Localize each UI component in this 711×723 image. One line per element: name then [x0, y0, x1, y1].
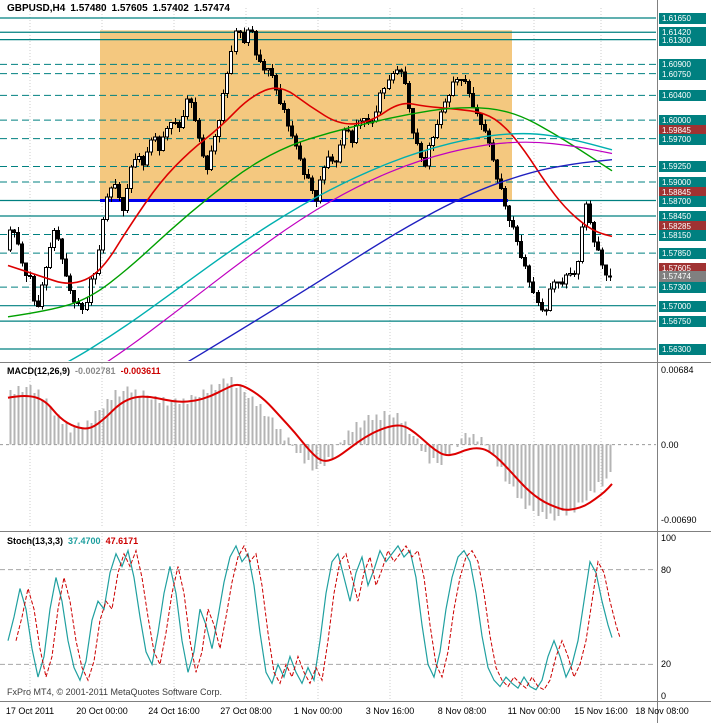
stoch-label: Stoch(13,3,3) 37.4700 47.6171: [7, 536, 143, 546]
main-price-panel: [0, 17, 656, 361]
watermark: FxPro MT4, © 2001-2011 MetaQuotes Softwa…: [7, 687, 223, 697]
time-axis-label: 3 Nov 16:00: [365, 706, 415, 716]
ma-slow-teal: [68, 132, 613, 361]
time-axis-label: 11 Nov 00:00: [507, 706, 561, 716]
macd-histogram: [9, 377, 612, 521]
price-level-tag: 1.60750: [659, 68, 706, 80]
stoch-signal-value: 47.6171: [105, 536, 139, 546]
price-level-tag: 1.56750: [659, 316, 706, 328]
stoch-name: Stoch(13,3,3): [7, 536, 64, 546]
price-level-tag: 1.61300: [659, 34, 706, 46]
price-level-tag: 1.57000: [659, 300, 706, 312]
macd-panel: [0, 377, 656, 521]
price-level-tag: 1.59700: [659, 133, 706, 145]
time-axis-label: 1 Nov 00:00: [293, 706, 343, 716]
price-level-tag: 1.59845: [659, 124, 706, 136]
stoch-axis-label: 20: [661, 659, 672, 670]
ma-long-blue: [187, 158, 613, 361]
price-level-tag: 1.58700: [659, 195, 706, 207]
grid-lines: [29, 8, 602, 700]
ma-slow-magenta: [107, 141, 613, 361]
price-level-tag: 1.60000: [659, 115, 706, 127]
price-level-tag: 1.61650: [659, 13, 706, 24]
price-level-tag: 1.61420: [659, 27, 706, 39]
stoch-signal-line: [15, 544, 621, 691]
price-level-tag: 1.60400: [659, 90, 706, 102]
macd-label: MACD(12,26,9) -0.002781 -0.003611: [7, 366, 166, 376]
time-axis-label: 8 Nov 08:00: [437, 706, 487, 716]
macd-name: MACD(12,26,9): [7, 366, 71, 376]
price-level-tag: 1.58845: [659, 186, 706, 198]
stoch-axis-label: 80: [661, 564, 672, 575]
symbol-period: GBPUSD,H4: [7, 3, 66, 14]
macd-axis-label: -0.00690: [661, 515, 697, 525]
bar-close: 1.57474: [193, 3, 230, 14]
stochastic-panel: [0, 544, 656, 691]
macd-signal-value: -0.003611: [120, 366, 161, 376]
candles: [8, 26, 612, 316]
time-axis-label: 15 Nov 16:00: [574, 706, 628, 716]
price-level-tag: 1.60900: [659, 59, 706, 71]
price-level-tag: 1.57300: [659, 282, 706, 294]
bar-open: 1.57480: [70, 3, 107, 14]
time-axis-label: 24 Oct 16:00: [148, 706, 200, 716]
chart-title: GBPUSD,H4 1.57480 1.57605 1.57402 1.57474: [7, 3, 235, 14]
price-level-tag: 1.56300: [659, 344, 706, 355]
price-level-tag: 1.58285: [659, 221, 706, 233]
price-level-tag: 1.58450: [659, 210, 706, 222]
macd-axis-label: 0.00: [661, 439, 679, 450]
macd-axis-label: 0.00684: [661, 365, 694, 375]
macd-signal-line: [7, 383, 613, 511]
bar-high: 1.57605: [111, 3, 148, 14]
bar-low: 1.57402: [152, 3, 189, 14]
price-level-tag: 1.58150: [659, 229, 706, 241]
price-level-tag: 1.59250: [659, 161, 706, 173]
stoch-main-line: [7, 544, 613, 691]
ma-mid-green: [7, 107, 613, 318]
price-level-tag: 1.57474: [659, 271, 706, 283]
price-level-tag: 1.57605: [659, 263, 706, 275]
time-axis-label: 20 Oct 00:00: [76, 706, 128, 716]
price-level-tag: 1.57850: [659, 248, 706, 260]
stoch-axis-label: 0: [661, 691, 667, 701]
time-axis-label: 27 Oct 08:00: [220, 706, 272, 716]
time-axis-label: 18 Nov 08:00: [635, 706, 689, 716]
macd-main-value: -0.002781: [75, 366, 116, 376]
stoch-axis-label: 100: [661, 533, 677, 543]
time-axis-label: 17 Oct 2011: [5, 706, 55, 716]
price-level-tag: 1.59000: [659, 176, 706, 188]
stoch-main-value: 37.4700: [68, 536, 101, 546]
ma-fast-red: [7, 87, 613, 284]
